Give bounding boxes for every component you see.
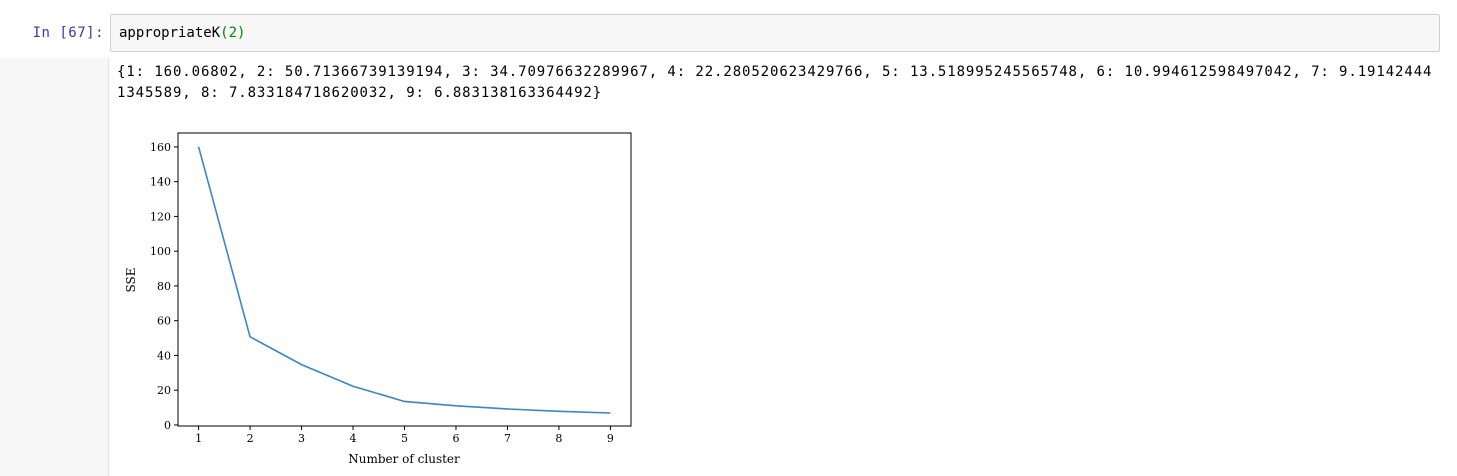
x-tick-label: 7 [504,432,511,445]
output-text: {1: 160.06802, 2: 50.71366739139194, 3: … [117,64,1433,101]
chart-area: 0 20 40 60 80 100 120 140 160 1 2 3 4 5 6 7 8 9 Number o… [112,120,652,476]
code-argument: 2 [228,25,238,41]
output-gutter [0,58,109,476]
x-tick-label: 3 [298,432,305,445]
x-tick-label: 5 [401,432,408,445]
y-tick-label: 20 [157,384,171,397]
code-open-paren: ( [220,25,229,41]
y-tick-label: 100 [150,245,171,258]
input-prompt: In [67]: [32,25,104,41]
x-tick-label: 8 [555,432,562,445]
y-tick-label: 0 [164,419,171,432]
x-axis-label: Number of cluster [348,452,460,466]
y-tick-label: 160 [150,141,171,154]
x-tick-label: 1 [195,432,202,445]
code-close-paren: ) [237,25,246,41]
sse-line-chart: 0 20 40 60 80 100 120 140 160 1 2 3 4 5 6 7 8 9 Number o… [124,132,632,466]
y-tick-label: 60 [157,315,171,328]
code-input-area[interactable]: appropriateK(2) [110,14,1440,52]
y-tick-label: 80 [157,280,171,293]
x-tick-label: 2 [247,432,254,445]
y-tick-label: 40 [157,349,171,362]
y-tick-label: 120 [150,210,171,223]
x-tick-label: 4 [350,432,357,445]
plot-frame [177,132,632,427]
y-axis-label: SSE [124,268,138,293]
y-tick-label: 140 [150,176,171,189]
x-tick-label: 9 [607,432,614,445]
series-line [197,146,611,414]
code-function-name: appropriateK [119,25,221,41]
x-tick-label: 6 [452,432,459,445]
